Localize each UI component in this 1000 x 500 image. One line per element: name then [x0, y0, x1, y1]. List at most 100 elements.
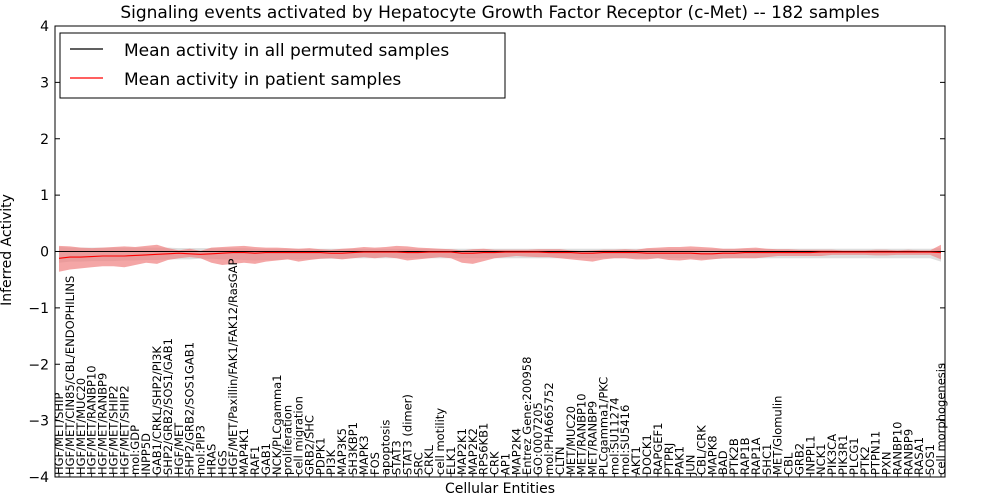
- x-tick-label: mol:GDP: [128, 425, 142, 475]
- x-tick-label: SHP2/GRB2/SOS1GAB1: [183, 342, 197, 475]
- x-tick-label: apoptosis: [379, 420, 393, 475]
- x-tick-label: PLCgamma1/PKC: [596, 377, 610, 475]
- x-tick-label: FOS: [368, 452, 382, 475]
- x-tick-label: CLTN: [553, 447, 567, 475]
- x-tick-label: ELK1: [444, 446, 458, 475]
- x-tick-label: RAP1B: [738, 437, 752, 475]
- x-tick-label: SOS1: [923, 444, 937, 475]
- x-tick-label: CBL/CRK: [694, 425, 708, 475]
- chart-title: Signaling events activated by Hepatocyte…: [120, 3, 879, 23]
- y-tick-label: −3: [28, 414, 49, 430]
- x-tick-label: PTK2B: [727, 438, 741, 475]
- y-axis-label: Inferred Activity: [0, 194, 15, 306]
- x-tick-label: NCK/PLCgamma1: [270, 374, 284, 475]
- x-tick-label: NCK1: [814, 444, 828, 476]
- x-tick-label: JUN: [684, 455, 698, 476]
- y-tick-label: −2: [28, 357, 49, 373]
- patient-mean-line: [58, 251, 942, 259]
- x-tick-label: MAP3K5: [335, 428, 349, 475]
- x-tick-label: PLCG1: [847, 437, 861, 475]
- legend-label-patient: Mean activity in patient samples: [124, 70, 401, 90]
- x-tick-label: SHP2/GRB2/SOS1/GAB1: [161, 338, 175, 475]
- x-tick-label: INPP5D: [139, 433, 153, 475]
- x-tick-label: HGF/MET/CIN85/CBL/ENDOPHILINS: [63, 276, 77, 475]
- x-tick-label: RPS6KB1: [477, 423, 491, 475]
- x-tick-label: RANBP10: [890, 422, 904, 475]
- x-tick-label: MET/Glomulin: [771, 396, 785, 475]
- x-tick-label: RASA1: [912, 437, 926, 475]
- x-tick-label: MET/RANBP9: [586, 401, 600, 475]
- x-tick-label: PDPK1: [313, 437, 327, 475]
- x-tick-label: cell motility: [433, 408, 447, 475]
- x-tick-label: GO:0007205: [531, 402, 545, 475]
- x-tick-label: mol:SU5416: [618, 405, 632, 475]
- y-tick-label: −1: [28, 301, 49, 317]
- y-tick-label: 1: [40, 188, 49, 204]
- x-tick-label: HGF/MET/MUC20: [74, 378, 88, 475]
- x-tick-label: MAP2K4: [509, 428, 523, 475]
- x-tick-label: mol:PHA665752: [542, 382, 556, 475]
- x-tick-label: STAT3 (dimer): [400, 394, 414, 475]
- x-tick-label: HGF/MET/SHIP: [52, 393, 66, 475]
- x-tick-label: MAPK3: [357, 435, 371, 475]
- x-tick-label: CRK: [488, 451, 502, 475]
- x-axis: HGF/MET/SHIPHGF/MET/CIN85/CBL/ENDOPHILIN…: [52, 258, 948, 477]
- x-tick-label: Entrez Gene:200958: [520, 357, 534, 475]
- y-axis: −4 −3 −2 −1 0 1 2 3 4: [28, 19, 945, 486]
- x-tick-label: HGS: [215, 450, 229, 475]
- x-tick-label: mol:PIP3: [194, 425, 208, 475]
- x-tick-label: HGF/MET/SHIP2: [117, 385, 131, 475]
- x-tick-label: GAB1/CRKL/SHP2/PI3K: [150, 346, 164, 475]
- x-tick-label: RANBP9: [901, 429, 915, 475]
- y-tick-label: 2: [40, 132, 49, 148]
- x-tick-label: RAP1A: [749, 437, 763, 475]
- x-tick-label: PIK3R1: [836, 435, 850, 476]
- x-tick-label: MET/MUC20: [564, 406, 578, 475]
- x-tick-label: DOCK1: [640, 434, 654, 475]
- x-tick-label: GRB2: [792, 443, 806, 475]
- x-tick-label: cell migration: [292, 396, 306, 475]
- x-tick-label: HGF/MET/SHIP2: [106, 385, 120, 475]
- x-tick-label: CBL: [782, 452, 796, 475]
- x-tick-label: GRB2/SHC: [302, 415, 316, 475]
- x-tick-label: RAF1: [248, 446, 262, 475]
- x-tick-label: SHC1: [760, 444, 774, 475]
- x-tick-label: MAP2K1: [455, 428, 469, 475]
- x-tick-label: mol:SU11274: [607, 397, 621, 475]
- x-tick-label: INPPL1: [803, 435, 817, 475]
- y-tick-label: 3: [40, 75, 49, 91]
- x-tick-label: HGF/MET/RANBP10: [85, 365, 99, 475]
- legend-box: [59, 32, 506, 99]
- x-tick-label: CRKL: [422, 444, 436, 475]
- legend: Mean activity in all permuted samples Me…: [59, 32, 506, 99]
- x-tick-label: GAB1: [259, 443, 273, 475]
- x-tick-label: PI3K: [324, 449, 338, 475]
- y-tick-label: 4: [40, 19, 49, 35]
- x-tick-label: MAPK8: [705, 435, 719, 475]
- x-tick-label: PTPRJ: [662, 443, 676, 475]
- x-tick-label: BAD: [716, 450, 730, 475]
- x-tick-label: proliferation: [281, 405, 295, 475]
- x-tick-label: HGF/MET/RANBP9: [96, 373, 110, 475]
- x-tick-label: MAP2K2: [466, 428, 480, 475]
- x-tick-label: HGF/MET/Paxillin/FAK1/FAK12/RasGAP: [226, 258, 240, 475]
- x-tick-label: STAT3: [390, 440, 404, 475]
- x-tick-label: HRAS: [204, 444, 218, 475]
- x-tick-label: MAP4K1: [237, 428, 251, 475]
- legend-label-permuted: Mean activity in all permuted samples: [124, 41, 449, 61]
- x-tick-label: RAPGEF1: [651, 423, 665, 475]
- x-tick-label: AP1: [498, 453, 512, 475]
- x-tick-label: AKT1: [629, 446, 643, 475]
- x-tick-label: PIK3CA: [825, 434, 839, 475]
- x-tick-label: PXN: [880, 452, 894, 475]
- x-tick-label: cell morphogenesis: [934, 363, 948, 475]
- y-tick-label: −4: [28, 470, 49, 486]
- x-tick-label: PAK1: [673, 446, 687, 475]
- x-tick-label: PTK2: [858, 446, 872, 475]
- x-tick-label: HGF/MET: [172, 422, 186, 475]
- x-tick-label: SRC: [411, 452, 425, 475]
- x-tick-label: SH3KBP1: [346, 422, 360, 475]
- x-tick-label: MET/RANBP10: [575, 393, 589, 475]
- x-tick-label: PTPN11: [869, 431, 883, 475]
